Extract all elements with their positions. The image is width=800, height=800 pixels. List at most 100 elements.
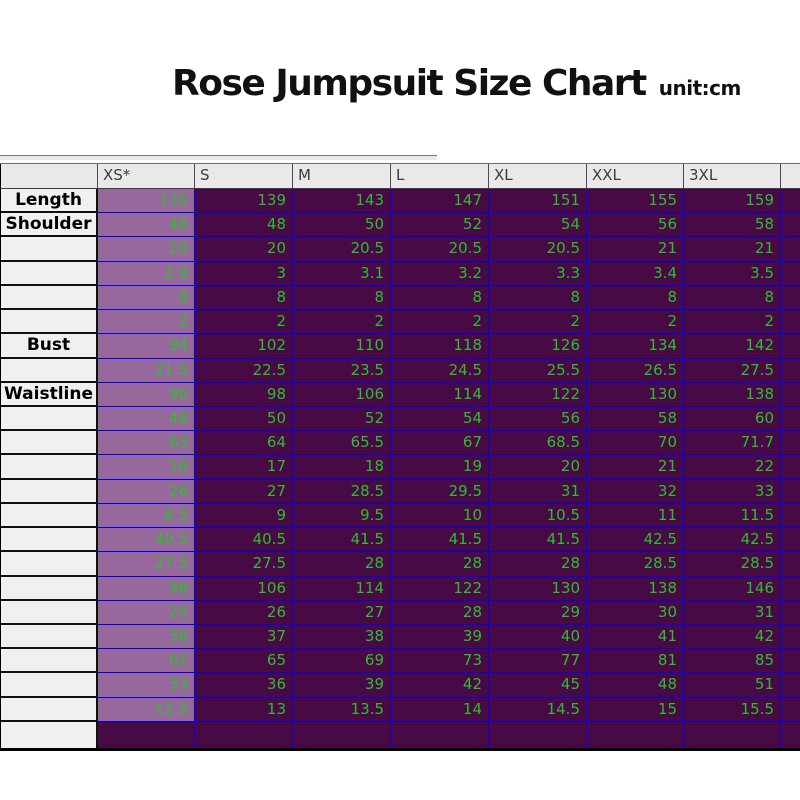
data-cell[interactable]: 13 [195,697,293,722]
data-cell[interactable]: 20.5 [293,237,391,262]
column-header-xxl[interactable]: XXL [587,164,684,189]
data-cell-partial[interactable] [781,455,800,480]
row-label-cell[interactable] [0,455,98,480]
data-cell[interactable]: 25.5 [489,358,587,383]
data-cell-partial[interactable] [781,649,800,674]
data-cell[interactable]: 73 [391,649,489,674]
data-cell[interactable]: 90 [98,382,195,407]
data-cell[interactable]: 106 [293,382,391,407]
data-cell[interactable]: 2 [587,310,684,335]
data-cell[interactable]: 33 [684,479,781,504]
row-label-cell[interactable] [0,600,98,625]
data-cell[interactable]: 19 [391,455,489,480]
data-cell[interactable]: 50 [293,213,391,238]
data-cell[interactable]: 15.5 [684,697,781,722]
data-cell[interactable]: 68.5 [489,431,587,456]
data-cell[interactable]: 26 [98,479,195,504]
data-cell[interactable]: 48 [195,213,293,238]
data-cell[interactable]: 56 [587,213,684,238]
data-cell[interactable]: 15 [587,697,684,722]
row-label-cell[interactable] [0,528,98,553]
data-cell[interactable]: 28.5 [587,552,684,577]
data-cell[interactable]: 138 [587,576,684,601]
data-cell[interactable]: 65 [195,649,293,674]
data-cell[interactable]: 18 [293,455,391,480]
data-cell[interactable]: 77 [489,649,587,674]
data-cell[interactable]: 14 [391,697,489,722]
row-label-cell[interactable] [0,310,98,335]
data-cell[interactable]: 9 [195,503,293,529]
data-cell[interactable]: 151 [489,189,587,214]
data-cell[interactable]: 20.5 [489,237,587,262]
data-cell[interactable]: 65.5 [293,431,391,456]
data-cell[interactable]: 39 [293,673,391,698]
data-cell[interactable]: 94 [98,334,195,359]
data-cell[interactable]: 2.9 [98,261,195,286]
data-cell[interactable]: 8 [489,285,587,311]
column-header-partial[interactable] [781,164,800,189]
data-cell-partial[interactable] [781,189,800,214]
data-cell[interactable]: 159 [684,189,781,214]
data-cell[interactable]: 41.5 [293,528,391,553]
data-cell[interactable]: 28 [489,552,587,577]
data-cell[interactable]: 29.5 [391,479,489,504]
row-label-cell[interactable] [0,479,98,504]
data-cell[interactable]: 8 [684,285,781,311]
data-cell[interactable]: 22 [684,455,781,480]
column-header-l[interactable]: L [391,164,489,189]
data-cell[interactable]: 58 [587,406,684,432]
data-cell[interactable]: 69 [293,649,391,674]
data-cell[interactable]: 38 [293,624,391,650]
row-label-cell[interactable] [0,721,98,748]
data-cell[interactable]: 36 [98,624,195,650]
row-label-waistline[interactable]: Waistline [0,382,98,407]
data-cell[interactable] [587,721,684,748]
data-cell[interactable] [684,721,781,748]
data-cell[interactable]: 146 [684,576,781,601]
data-cell-partial[interactable] [781,673,800,698]
data-cell[interactable]: 2 [391,310,489,335]
data-cell-partial[interactable] [781,261,800,286]
row-label-cell[interactable] [0,552,98,577]
data-cell[interactable]: 135 [98,189,195,214]
row-label-cell[interactable] [0,673,98,698]
data-cell[interactable]: 40.5 [98,528,195,553]
column-header-3xl[interactable]: 3XL [684,164,781,189]
data-cell[interactable]: 52 [293,406,391,432]
data-cell[interactable]: 130 [587,382,684,407]
data-cell[interactable]: 27 [293,600,391,625]
data-cell[interactable]: 28 [391,552,489,577]
data-cell[interactable]: 42 [391,673,489,698]
data-cell[interactable]: 3.5 [684,261,781,286]
data-cell[interactable]: 26 [195,600,293,625]
data-cell[interactable]: 21 [684,237,781,262]
data-cell[interactable]: 118 [391,334,489,359]
data-cell[interactable]: 147 [391,189,489,214]
data-cell[interactable]: 114 [391,382,489,407]
data-cell[interactable]: 8 [391,285,489,311]
data-cell-partial[interactable] [781,406,800,432]
row-label-cell[interactable] [0,576,98,601]
data-cell[interactable]: 54 [391,406,489,432]
data-cell[interactable]: 27 [195,479,293,504]
data-cell[interactable]: 20 [195,237,293,262]
data-cell-partial[interactable] [781,552,800,577]
data-cell-partial[interactable] [781,213,800,238]
data-cell[interactable]: 24.5 [391,358,489,383]
data-cell[interactable]: 155 [587,189,684,214]
row-label-length[interactable]: Length [0,189,98,214]
data-cell[interactable]: 3.2 [391,261,489,286]
data-cell[interactable]: 142 [684,334,781,359]
row-label-cell[interactable] [0,237,98,262]
data-cell[interactable]: 37 [195,624,293,650]
column-header-s[interactable]: S [195,164,293,189]
data-cell[interactable]: 50 [195,406,293,432]
data-cell[interactable]: 42.5 [684,528,781,553]
data-cell[interactable]: 23.5 [293,358,391,383]
data-cell[interactable]: 33 [98,673,195,698]
data-cell-partial[interactable] [781,697,800,722]
data-cell[interactable]: 9.5 [293,503,391,529]
row-label-cell[interactable] [0,697,98,722]
data-cell[interactable]: 122 [391,576,489,601]
data-cell[interactable]: 21 [587,237,684,262]
